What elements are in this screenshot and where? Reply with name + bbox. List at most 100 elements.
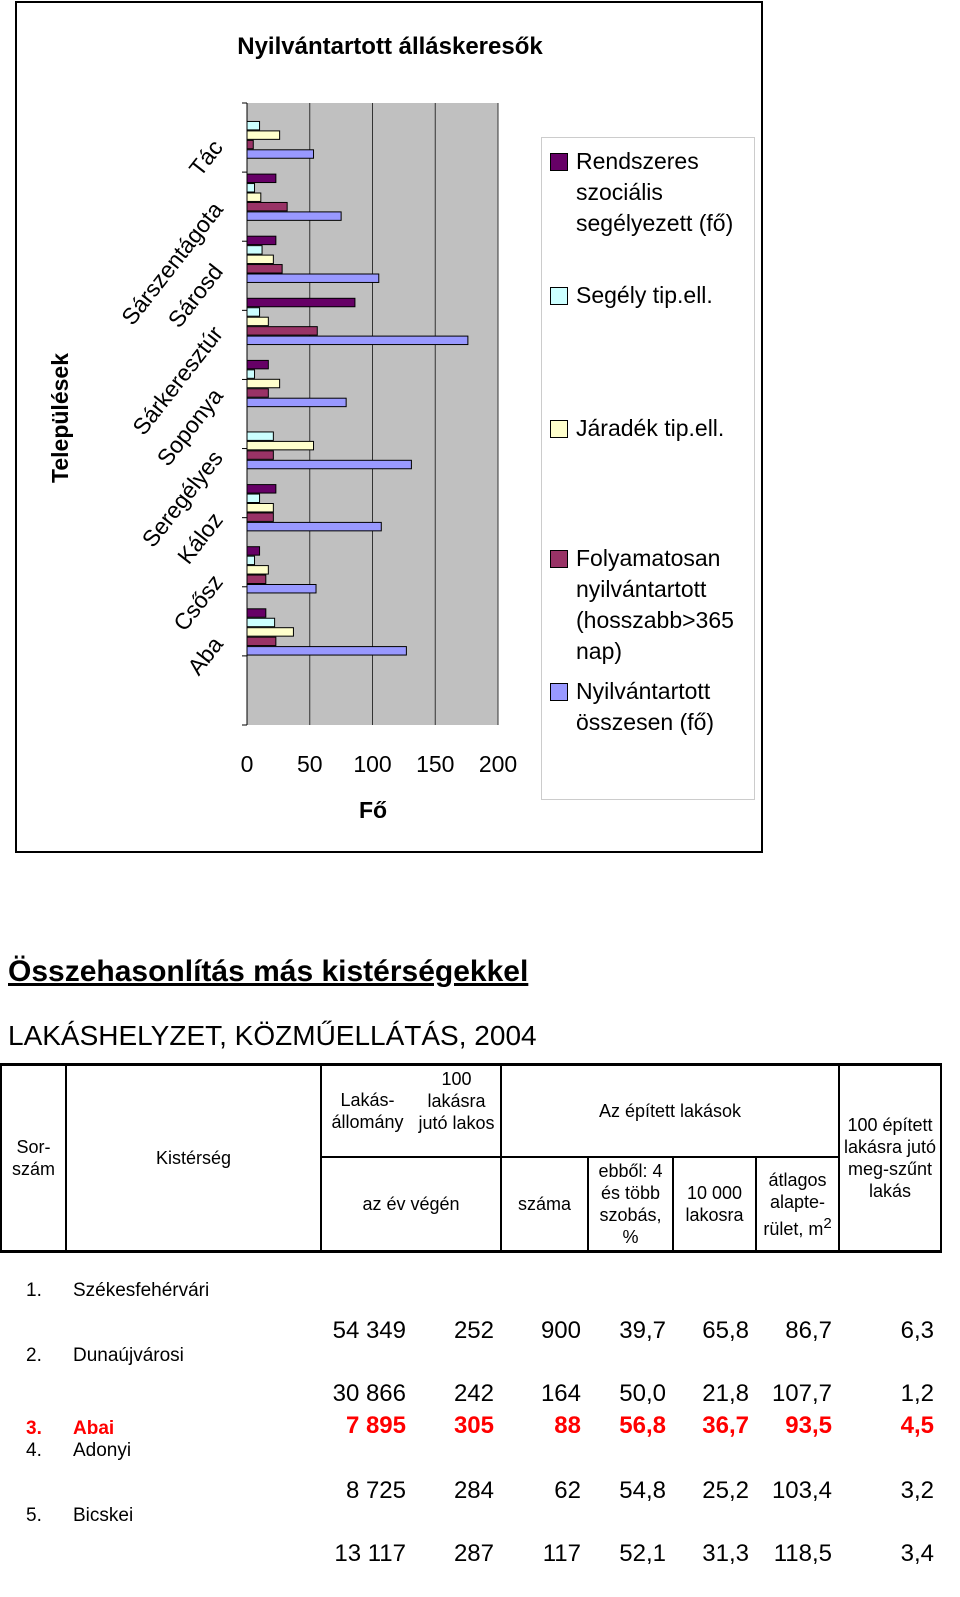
bar <box>246 130 281 140</box>
table-cell: 287 <box>453 1540 494 1567</box>
table-cell: 3,4 <box>900 1540 934 1567</box>
bar <box>246 574 267 584</box>
table-cell: 25,2 <box>702 1477 749 1504</box>
table-cell: 31,3 <box>702 1540 749 1567</box>
x-tick-label: 100 <box>353 751 391 777</box>
bar <box>246 636 277 647</box>
table-cell: 54 349 <box>332 1317 406 1344</box>
bar <box>246 149 315 159</box>
table-cell: 900 <box>540 1317 581 1344</box>
section-title: Összehasonlítás más kistérségekkel <box>8 955 529 988</box>
bar <box>246 326 318 336</box>
table-cell: 7 895 <box>345 1412 406 1439</box>
table-header: Sor-szám Kistérség Lakás-állomány 100 la… <box>0 1063 943 1253</box>
table-cell: 50,0 <box>619 1380 666 1407</box>
header-text: átlagos alapte-rület, m <box>763 1169 827 1239</box>
table-cell: 4,5 <box>900 1412 934 1439</box>
table-row: 1. Székesfehérvári 54 349 252 900 39,7 65,8 86,… <box>0 1280 940 1345</box>
bar <box>246 235 277 246</box>
table-cell: 62 <box>554 1477 581 1504</box>
table-cell: Bicskei <box>73 1505 134 1526</box>
header-cell: 10 000 lakosra <box>672 1156 757 1252</box>
bar <box>246 264 283 274</box>
bar <box>246 254 274 265</box>
table-cell: 54,8 <box>619 1477 666 1504</box>
x-tick-label: 200 <box>479 751 517 777</box>
legend-entry: Rendszeres szociális segélyezett (fő) <box>550 146 746 239</box>
table-cell: 88 <box>554 1412 581 1439</box>
bar <box>246 120 261 131</box>
table-cell: 65,8 <box>702 1317 749 1344</box>
table-cell: 8 725 <box>345 1477 406 1504</box>
legend-entry: Folyamatosan nyilvántartott (hosszabb>36… <box>550 543 746 667</box>
table-cell: Abai <box>73 1418 115 1439</box>
x-tick-label: 150 <box>416 751 454 777</box>
legend-swatch <box>550 420 568 438</box>
table-row: 4. Adonyi 8 725 284 62 54,8 25,2 103,4 3,2 <box>0 1440 940 1505</box>
bar <box>246 307 261 317</box>
legend-swatch <box>550 550 568 568</box>
table-row: 5. Bicskei 13 117 287 117 52,1 31,3 118,5 3,4 <box>0 1505 940 1568</box>
table-cell: 284 <box>453 1477 494 1504</box>
bar <box>246 584 317 594</box>
header-cell: Az épített lakások <box>499 1064 841 1157</box>
bar <box>246 335 469 346</box>
table-cell: 103,4 <box>771 1477 832 1504</box>
table-cell: 1,2 <box>900 1380 934 1407</box>
header-cell: ebből: 4 és több szobás, % <box>587 1156 674 1252</box>
header-cell: Sor-szám <box>0 1064 67 1252</box>
bar <box>246 378 281 389</box>
bar <box>246 646 407 656</box>
header-cell: átlagos alapte-rület, m2 <box>754 1156 841 1252</box>
x-tick-label: 0 <box>241 751 254 777</box>
table-cell: 107,7 <box>771 1380 832 1407</box>
bar <box>246 201 288 212</box>
table-cell: 118,5 <box>773 1540 832 1567</box>
table-cell: 86,7 <box>785 1317 832 1344</box>
bar <box>246 183 256 193</box>
table-cell: 305 <box>453 1412 494 1439</box>
table-cell: 2. <box>26 1345 42 1366</box>
table-body: 1. Székesfehérvári 54 349 252 900 39,7 65,8 86,… <box>0 1280 940 1568</box>
table-cell: Adonyi <box>73 1440 132 1461</box>
bar <box>246 245 263 255</box>
bar <box>246 493 261 503</box>
table-cell: 3,2 <box>900 1477 934 1504</box>
x-axis-title: Fő <box>359 797 387 823</box>
table-cell: 56,8 <box>619 1412 666 1439</box>
table-row: 3. Abai 7 895 305 88 56,8 36,7 93,5 4,5 <box>0 1408 940 1440</box>
table-cell: 36,7 <box>702 1412 749 1439</box>
legend-label: Folyamatosan nyilvántartott (hosszabb>36… <box>576 545 734 664</box>
table-cell: 30 866 <box>332 1380 406 1407</box>
table-cell: 3. <box>26 1418 42 1439</box>
chart: Nyilvántartott álláskeresők Települések … <box>15 1 763 853</box>
bar <box>246 369 256 379</box>
table-cell: 164 <box>540 1380 581 1407</box>
header-cell: száma <box>500 1156 589 1252</box>
bar <box>246 359 269 370</box>
header-cell: Kistérség <box>65 1064 322 1252</box>
table-cell: Dunaújvárosi <box>73 1345 184 1366</box>
bar <box>246 503 274 513</box>
bar <box>246 440 315 451</box>
header-cell: az év végén <box>320 1156 502 1252</box>
table-cell: Székesfehérvári <box>73 1280 210 1301</box>
legend: Rendszeres szociális segélyezett (fő) Seg… <box>541 137 755 800</box>
header-cell: 100 épített lakásra jutó meg-szűnt lakás <box>838 1064 943 1252</box>
legend-swatch <box>550 153 568 171</box>
bar <box>246 139 254 150</box>
legend-entry: Segély tip.ell. <box>550 280 746 311</box>
table-cell: 5. <box>26 1505 42 1526</box>
table-cell: 52,1 <box>619 1540 666 1567</box>
legend-swatch <box>550 683 568 701</box>
header-sup: 2 <box>823 1214 832 1232</box>
bar <box>246 388 269 398</box>
bar <box>246 617 276 628</box>
chart-title: Nyilvántartott álláskeresők <box>237 33 543 60</box>
legend-swatch <box>550 287 568 305</box>
table-cell: 1. <box>26 1280 42 1301</box>
bar <box>246 608 267 618</box>
bar <box>246 565 269 575</box>
x-tick-label: 50 <box>297 751 323 777</box>
